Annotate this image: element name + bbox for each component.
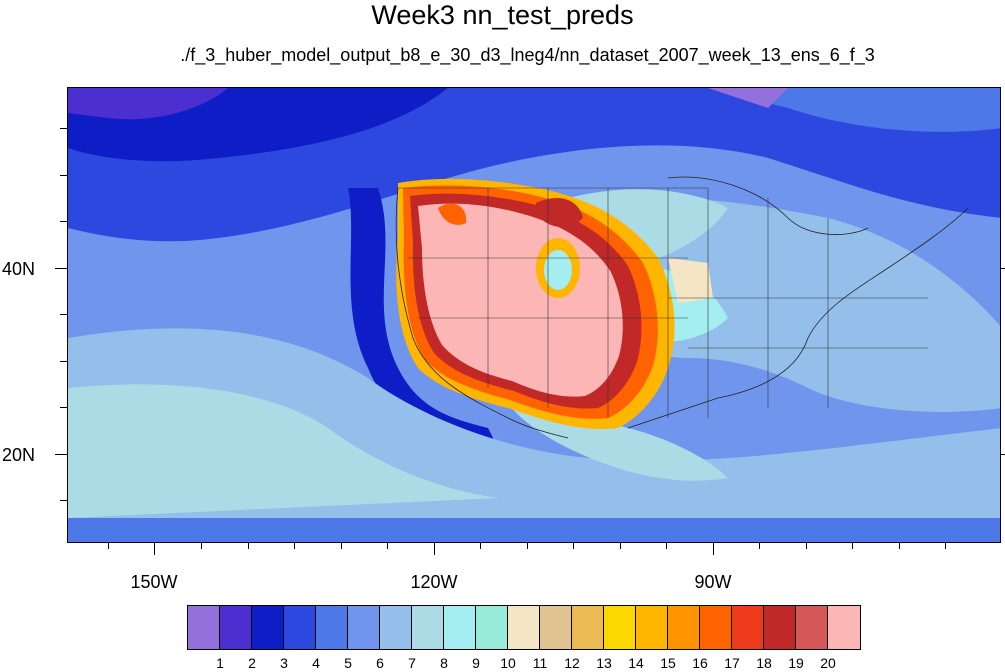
colorbar-label: 16 (692, 655, 708, 671)
colorbar-label: 9 (472, 655, 480, 671)
map-plot (67, 87, 1001, 543)
xtick-minor (294, 543, 295, 549)
colorbar-label: 13 (596, 655, 612, 671)
colorbar-label: 15 (660, 655, 676, 671)
colorbar-label: 17 (724, 655, 740, 671)
colorbar-label: 3 (280, 655, 288, 671)
field-utah-cool (544, 250, 572, 290)
xtick-minor (759, 543, 760, 549)
field-oregon-pocket (438, 203, 467, 225)
xtick-minor (573, 543, 574, 549)
xtick-minor (108, 543, 109, 549)
field-pacific-light (68, 384, 498, 518)
colorbar-swatch (828, 606, 860, 649)
colorbar-swatch (508, 606, 540, 649)
colorbar-swatch (412, 606, 444, 649)
colorbar-swatch (444, 606, 476, 649)
colorbar-swatch (220, 606, 252, 649)
xtick-150w (154, 543, 155, 555)
colorbar-label: 20 (820, 655, 836, 671)
ytick-40n-left (55, 268, 67, 269)
colorbar (187, 605, 861, 650)
xtick-90w (713, 543, 714, 555)
xtick-minor (248, 543, 249, 549)
colorbar-label: 6 (376, 655, 384, 671)
coastlines (395, 176, 969, 439)
xtick-minor (945, 543, 946, 549)
ytick-minor (60, 407, 67, 408)
ytick-minor (60, 500, 67, 501)
colorbar-swatch (540, 606, 572, 649)
colorbar-label: 10 (500, 655, 516, 671)
colorbar-swatch (476, 606, 508, 649)
field-tan-patch (668, 258, 713, 303)
xlabel-90w: 90W (694, 572, 732, 592)
ytick-minor (60, 314, 67, 315)
colorbar-label: 2 (248, 655, 256, 671)
xtick-120w (434, 543, 435, 555)
colorbar-swatch (732, 606, 764, 649)
ylabel-40n: 40N (2, 259, 36, 279)
field-nw-purple (68, 88, 228, 120)
state-borders (398, 187, 928, 418)
xtick-minor (201, 543, 202, 549)
ytick-minor (60, 221, 67, 222)
xtick-minor (806, 543, 807, 549)
xtick-minor (341, 543, 342, 549)
field-coast-dark (348, 188, 498, 448)
ytick-minor (60, 361, 67, 362)
colorbar-swatch (700, 606, 732, 649)
field-ne-band (708, 88, 1000, 132)
colorbar-label: 14 (628, 655, 644, 671)
colorbar-swatch (572, 606, 604, 649)
ytick-20n-right (1001, 454, 1005, 455)
xlabel-150w: 150W (130, 572, 178, 592)
ytick-minor (60, 128, 67, 129)
colorbar-label: 19 (788, 655, 804, 671)
xtick-minor (480, 543, 481, 549)
colorbar-swatch (348, 606, 380, 649)
colorbar-swatch (764, 606, 796, 649)
colorbar-label: 18 (756, 655, 772, 671)
map-field (68, 88, 1000, 542)
ylabel-20n: 20N (2, 445, 36, 465)
xtick-minor (387, 543, 388, 549)
colorbar-swatch (796, 606, 828, 649)
colorbar-label: 7 (408, 655, 416, 671)
colorbar-label: 5 (344, 655, 352, 671)
ytick-minor (60, 175, 67, 176)
colorbar-swatch (380, 606, 412, 649)
xlabel-120w: 120W (410, 572, 458, 592)
colorbar-swatch (188, 606, 220, 649)
colorbar-label: 4 (312, 655, 320, 671)
colorbar-label: 8 (440, 655, 448, 671)
colorbar-swatch (636, 606, 668, 649)
colorbar-swatch (284, 606, 316, 649)
colorbar-swatch (668, 606, 700, 649)
colorbar-label: 1 (216, 655, 224, 671)
chart-title: Week3 nn_test_preds (371, 0, 634, 30)
xtick-minor (527, 543, 528, 549)
ytick-40n-right (1001, 268, 1005, 269)
colorbar-swatch (604, 606, 636, 649)
field-ne-purple (708, 88, 788, 108)
colorbar-swatch (316, 606, 348, 649)
colorbar-label: 11 (532, 655, 548, 671)
colorbar-label: 12 (564, 655, 580, 671)
chart-subtitle: ./f_3_huber_model_output_b8_e_30_d3_lneg… (180, 45, 875, 65)
colorbar-swatch (252, 606, 284, 649)
xtick-minor (620, 543, 621, 549)
xtick-minor (899, 543, 900, 549)
xtick-minor (666, 543, 667, 549)
ytick-20n-left (55, 454, 67, 455)
xtick-minor (852, 543, 853, 549)
field-south-band (68, 518, 1000, 542)
